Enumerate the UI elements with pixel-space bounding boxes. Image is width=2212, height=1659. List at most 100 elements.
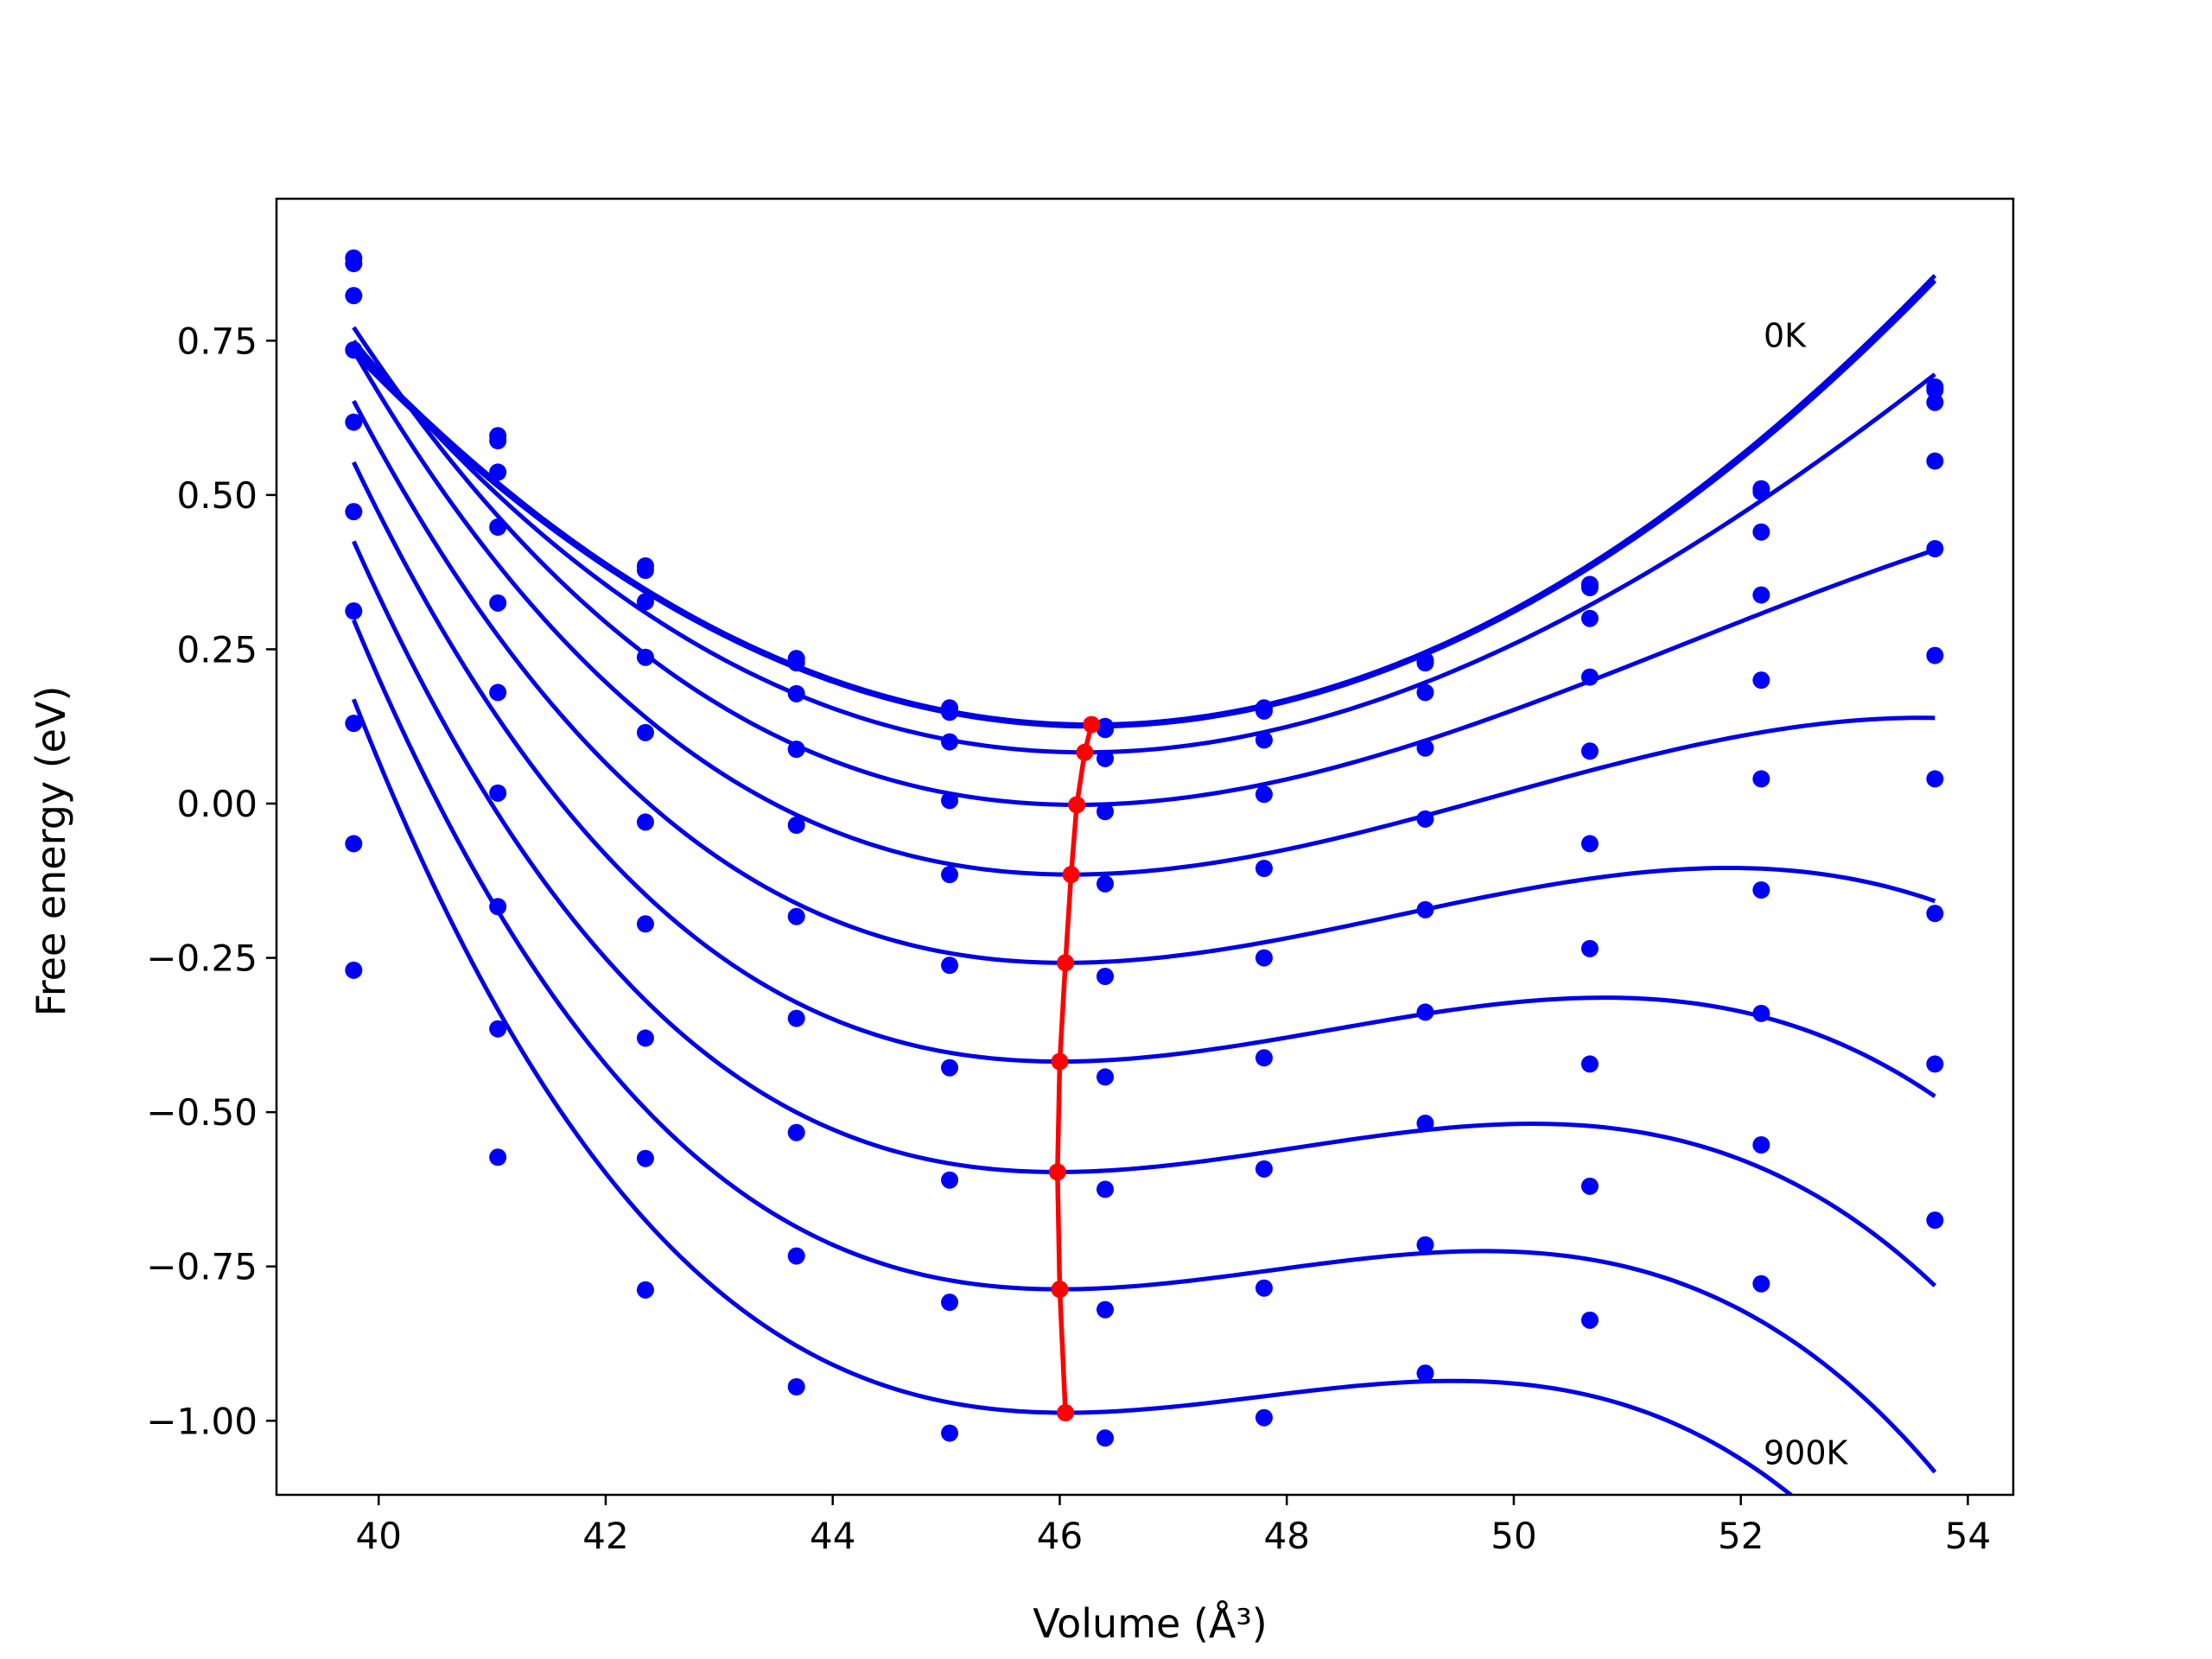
y-tick-label: 0.00	[176, 783, 257, 825]
data-point	[489, 784, 507, 802]
data-point	[1752, 671, 1770, 690]
annotation-label: 900K	[1764, 1433, 1849, 1471]
y-tick-label: 0.25	[176, 628, 257, 671]
data-point	[1926, 1211, 1944, 1230]
data-point	[1255, 1160, 1273, 1178]
data-point	[1255, 949, 1273, 967]
minimum-point	[1051, 1281, 1069, 1299]
data-point	[489, 1148, 507, 1166]
data-point	[787, 741, 805, 759]
data-point	[345, 413, 363, 431]
data-point	[941, 1424, 959, 1442]
data-point	[787, 1247, 805, 1265]
minimum-point	[1048, 1163, 1066, 1181]
y-tick-label: −0.25	[146, 938, 257, 980]
data-point	[1926, 452, 1944, 470]
y-tick-label: −1.00	[146, 1400, 257, 1442]
data-point	[345, 287, 363, 305]
data-point	[1926, 393, 1944, 411]
data-point	[1255, 785, 1273, 804]
data-point	[1096, 968, 1115, 985]
plot-frame	[275, 197, 2015, 1497]
x-tick-label: 42	[582, 1515, 628, 1557]
data-point	[1096, 1068, 1115, 1086]
data-point	[941, 957, 959, 975]
data-point	[1416, 1115, 1434, 1132]
data-point	[489, 594, 507, 612]
data-point	[1580, 1055, 1599, 1073]
y-axis-ticks: −1.00 −0.75 −0.50 −0.25 0.00 0.25 0.50 0.75	[146, 320, 276, 1442]
data-point	[1416, 683, 1434, 702]
data-point	[1926, 381, 1944, 399]
minimum-point	[1068, 796, 1086, 814]
data-point	[345, 255, 363, 272]
data-point	[1096, 1300, 1115, 1319]
fit-curve-5	[352, 399, 1936, 965]
data-point	[1255, 1049, 1273, 1067]
data-point	[941, 733, 959, 751]
data-point	[1580, 609, 1599, 627]
x-axis-ticks: 40 42 44 46 48 50 52 54	[356, 1495, 1991, 1557]
data-point	[1580, 939, 1599, 957]
x-tick-label: 40	[356, 1515, 402, 1557]
x-tick-label: 54	[1945, 1515, 1991, 1557]
data-point	[1580, 1311, 1599, 1329]
data-point	[636, 1149, 654, 1167]
y-tick-label: 0.50	[176, 474, 257, 517]
data-point	[1926, 1055, 1944, 1073]
data-point	[787, 907, 805, 925]
data-point	[489, 683, 507, 702]
data-point	[1416, 1003, 1434, 1021]
data-point	[1096, 874, 1115, 893]
data-point	[1752, 523, 1770, 541]
data-point	[636, 1029, 654, 1047]
minimum-point	[1051, 1052, 1069, 1071]
data-point	[1752, 770, 1770, 788]
data-point	[1255, 731, 1273, 749]
data-point	[941, 703, 959, 721]
data-point	[345, 715, 363, 733]
data-point	[489, 432, 507, 449]
fit-curve-8	[352, 619, 1937, 1474]
data-point	[1580, 668, 1599, 686]
data-point	[1255, 860, 1273, 877]
data-point	[1416, 654, 1434, 672]
fit-curve-1	[352, 279, 1937, 729]
fit-curve-7	[352, 540, 1937, 1287]
data-point	[1416, 810, 1434, 828]
data-point	[1752, 881, 1770, 899]
x-tick-label: 50	[1491, 1515, 1536, 1557]
data-point	[345, 503, 363, 521]
x-axis-label: Volume (Å³)	[1033, 1600, 1268, 1647]
data-point	[345, 602, 363, 620]
data-point	[787, 1009, 805, 1027]
data-point	[787, 1378, 805, 1395]
data-point	[345, 341, 363, 359]
data-point	[1416, 1236, 1434, 1254]
data-point	[1096, 749, 1115, 767]
data-point	[1580, 1177, 1599, 1195]
minimum-point	[1057, 1404, 1075, 1421]
x-tick-label: 46	[1037, 1515, 1083, 1557]
data-point	[787, 817, 805, 834]
x-tick-label: 44	[810, 1515, 855, 1557]
data-point	[1926, 770, 1944, 788]
x-tick-label: 52	[1718, 1515, 1764, 1557]
y-tick-label: 0.75	[176, 320, 257, 362]
data-point	[1752, 586, 1770, 604]
data-point	[1752, 483, 1770, 501]
data-point	[941, 866, 959, 884]
data-point	[941, 791, 959, 810]
data-point	[941, 1058, 959, 1077]
data-point	[1926, 540, 1944, 557]
data-points	[345, 249, 1944, 1447]
data-point	[1096, 1429, 1115, 1447]
data-point	[1255, 1279, 1273, 1297]
data-point	[941, 1171, 959, 1189]
data-point	[1416, 900, 1434, 918]
data-point	[489, 1020, 507, 1038]
data-point	[787, 654, 805, 672]
data-point	[1926, 646, 1944, 664]
data-point	[1096, 721, 1115, 739]
